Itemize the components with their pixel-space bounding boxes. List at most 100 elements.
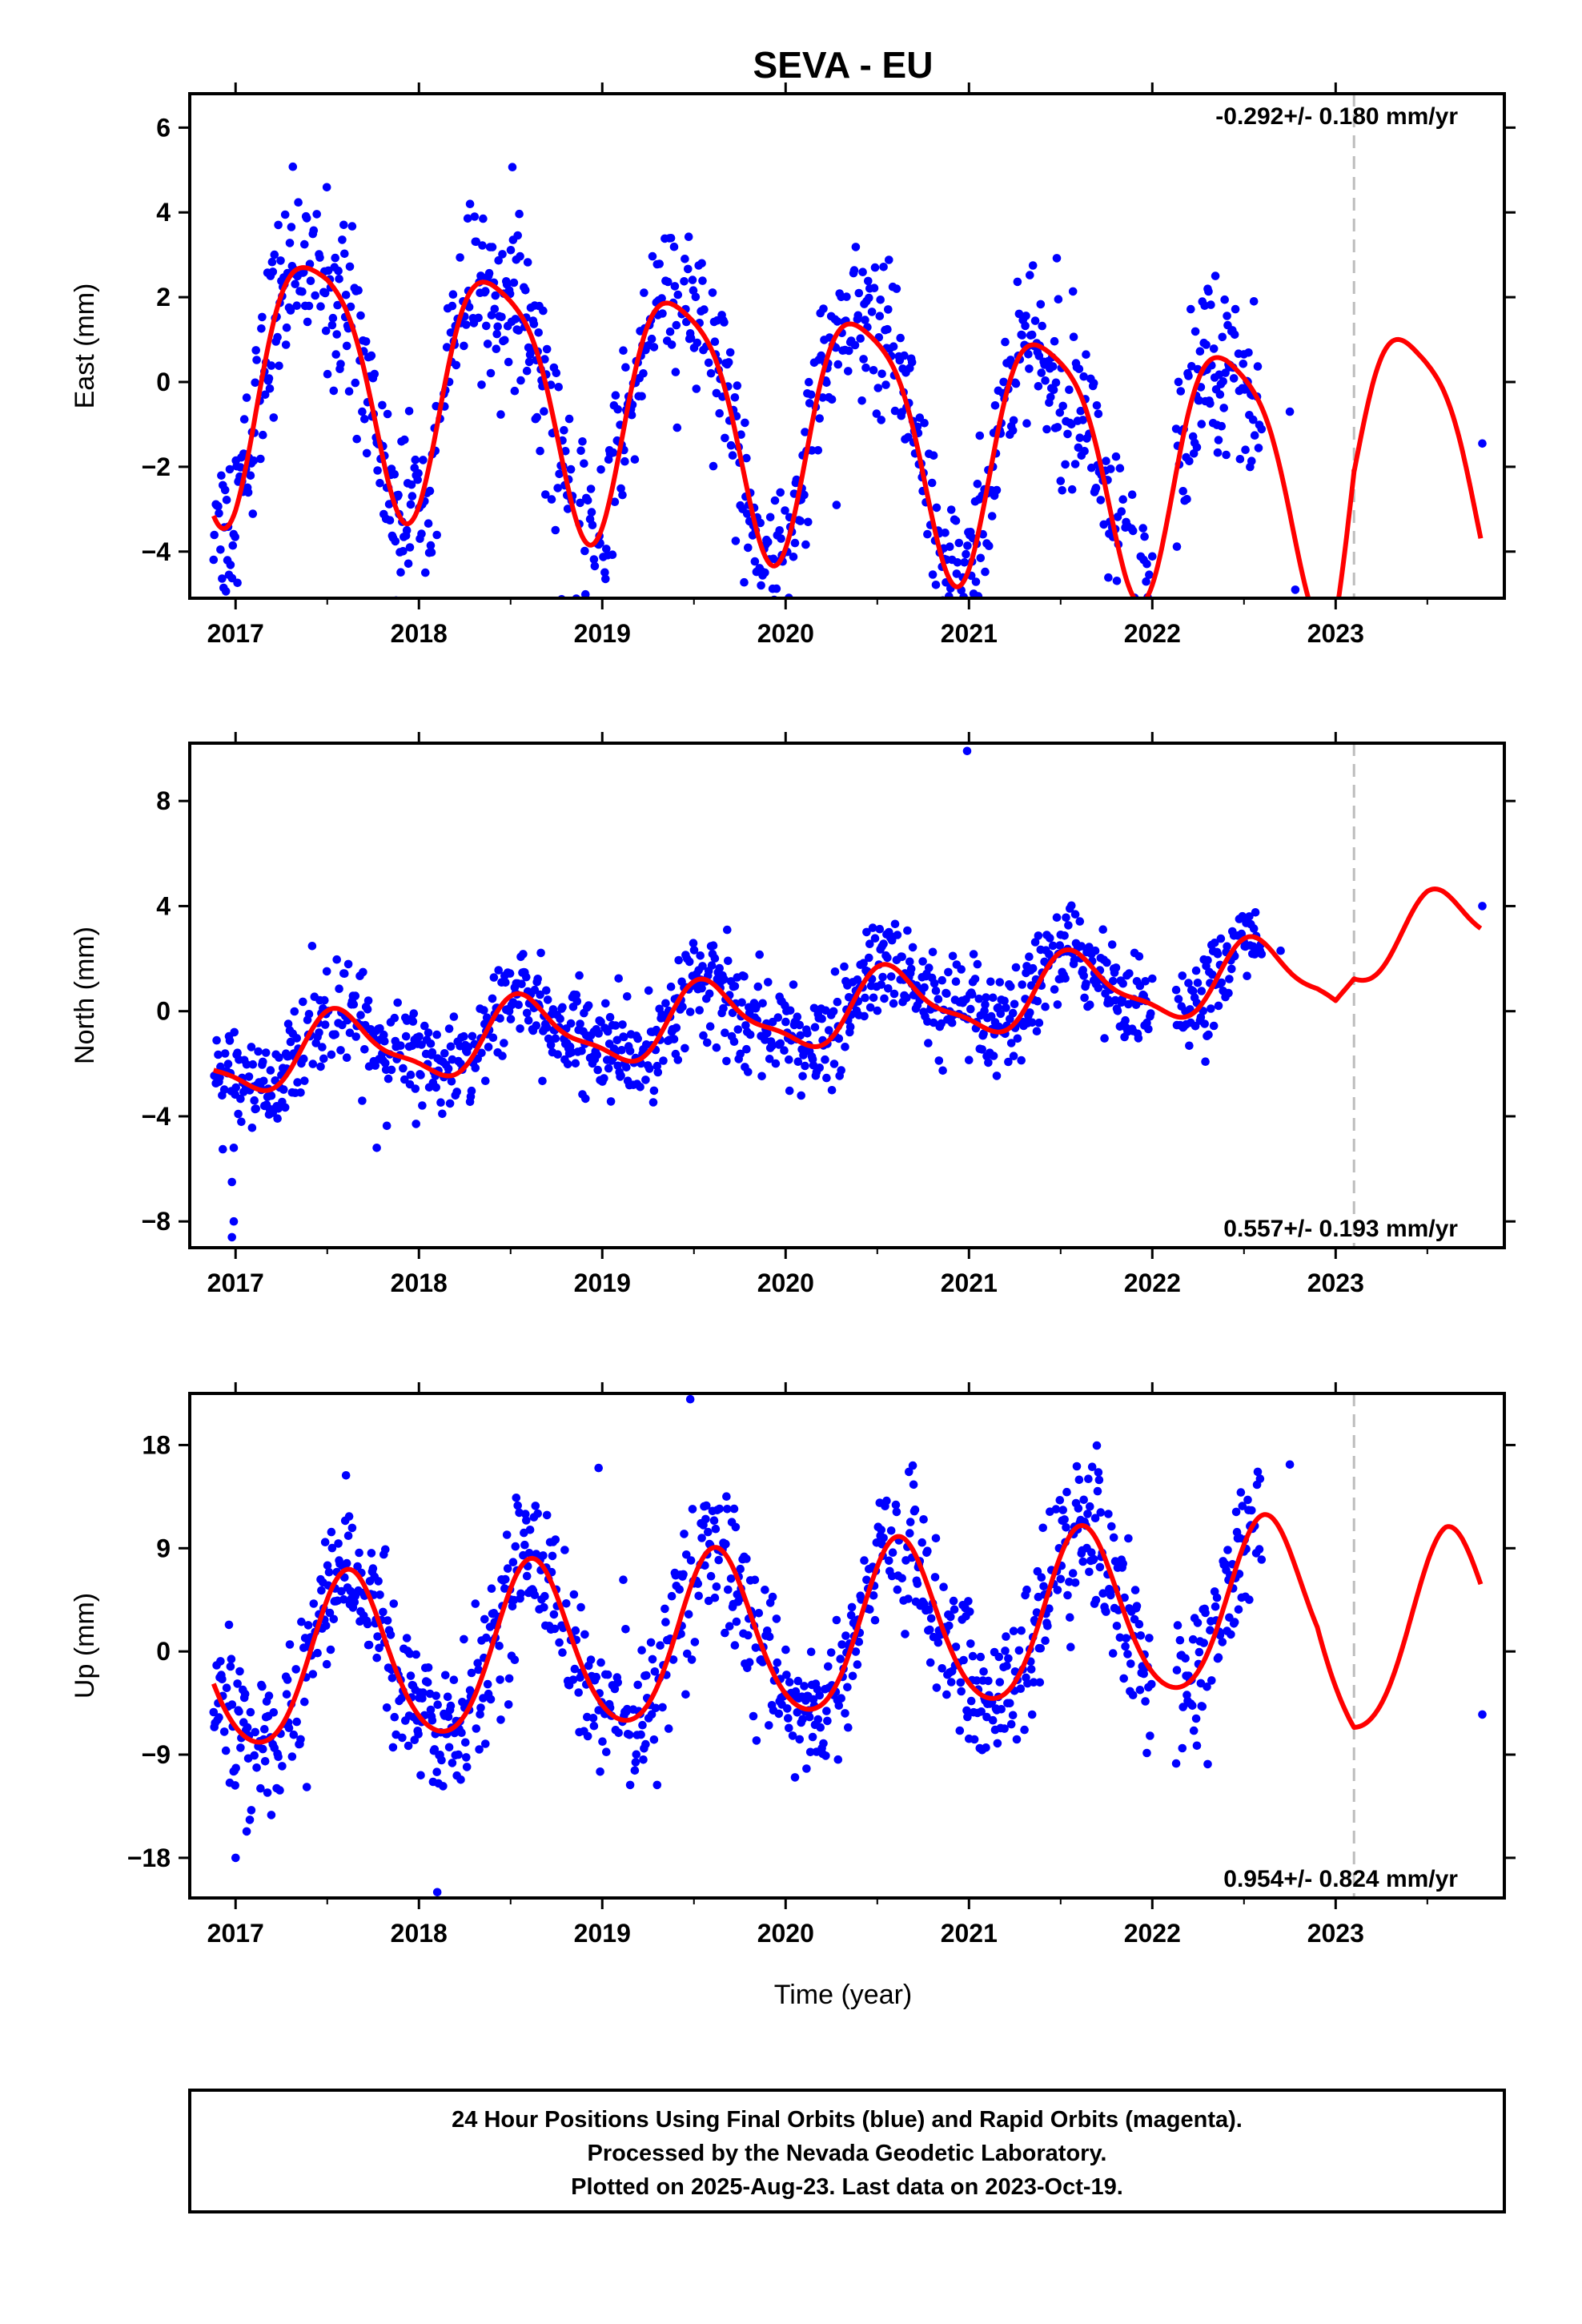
data-point [681, 1690, 690, 1699]
data-point [1025, 364, 1034, 373]
data-point [1209, 344, 1219, 353]
x-tick-label: 2021 [941, 1919, 998, 1948]
data-point [413, 475, 422, 485]
data-point [785, 1055, 793, 1064]
data-point [619, 1575, 628, 1584]
data-point [400, 435, 409, 444]
data-point [209, 555, 219, 565]
data-point [1000, 1724, 1009, 1733]
data-point [988, 993, 998, 1003]
data-point [946, 1678, 956, 1687]
data-point [953, 558, 962, 567]
data-point [511, 1542, 520, 1551]
x-tick-label: 2022 [1124, 1269, 1181, 1297]
data-point [648, 1655, 657, 1664]
data-point [813, 1715, 823, 1724]
data-point [647, 1710, 656, 1719]
data-point [715, 1504, 724, 1514]
data-point [532, 1021, 541, 1030]
data-point [1000, 996, 1009, 1006]
data-point [542, 1023, 552, 1032]
data-point [757, 581, 765, 590]
data-point [1206, 399, 1215, 408]
data-point [637, 1646, 646, 1655]
data-point [962, 549, 970, 559]
data-point [841, 1709, 849, 1718]
data-point [882, 1496, 891, 1506]
data-point [699, 1031, 708, 1040]
data-point [1147, 1679, 1156, 1689]
data-point [966, 1004, 975, 1014]
data-point [1214, 1653, 1223, 1662]
x-tick-label: 2022 [1124, 1919, 1181, 1948]
data-point [332, 955, 342, 964]
data-point [426, 1039, 436, 1048]
data-point [460, 341, 468, 351]
data-point [724, 358, 733, 367]
data-point [665, 327, 675, 336]
data-point [541, 490, 550, 499]
data-point [496, 1675, 504, 1684]
data-point [462, 320, 471, 329]
data-point [437, 1755, 446, 1765]
data-point [1188, 987, 1198, 995]
data-point [938, 1664, 946, 1673]
data-point [1041, 1002, 1050, 1011]
data-point [1028, 261, 1038, 270]
data-point [394, 490, 403, 500]
data-point [592, 1051, 602, 1059]
data-point [993, 1739, 1002, 1748]
data-point [471, 1063, 480, 1072]
data-point [619, 346, 628, 356]
data-point [1121, 1642, 1130, 1651]
data-point [479, 214, 488, 223]
data-point [1212, 1593, 1222, 1602]
data-point [254, 1047, 263, 1056]
data-points [209, 162, 1487, 613]
data-point [656, 1641, 665, 1650]
data-point [244, 1072, 254, 1081]
data-point [230, 1027, 239, 1037]
data-point [743, 509, 752, 518]
data-point [1189, 1726, 1199, 1735]
data-point [1135, 1686, 1145, 1695]
data-point [1027, 1710, 1037, 1719]
data-point [1145, 570, 1154, 579]
data-point [664, 277, 673, 287]
data-point [602, 1747, 611, 1756]
data-point [1054, 295, 1063, 304]
data-point [1140, 532, 1149, 541]
data-point [712, 1582, 721, 1591]
data-point [652, 1061, 662, 1071]
data-point [1215, 390, 1225, 399]
data-point [1255, 1545, 1264, 1554]
footer-line-3: Plotted on 2025-Aug-23. Last data on 202… [571, 2174, 1123, 2200]
data-point [1220, 295, 1229, 304]
data-point [923, 1546, 932, 1555]
data-point [520, 1540, 529, 1550]
data-point [590, 561, 600, 571]
data-point [686, 1556, 696, 1565]
data-point [531, 1502, 540, 1510]
data-point [522, 972, 531, 982]
data-point [877, 1526, 885, 1534]
y-tick-label: −4 [142, 1102, 171, 1131]
data-point [918, 957, 927, 966]
data-point [1146, 1731, 1154, 1740]
data-point [1100, 1034, 1109, 1043]
data-point [273, 1114, 282, 1123]
data-point [627, 410, 636, 420]
data-point [610, 497, 620, 506]
data-point [925, 1605, 934, 1614]
data-point [233, 1048, 242, 1057]
data-point [426, 541, 436, 550]
data-point [371, 1061, 380, 1070]
data-point [697, 259, 706, 268]
data-point [474, 313, 483, 323]
data-point [328, 313, 338, 323]
data-point [1002, 1003, 1010, 1012]
data-point [860, 1011, 869, 1021]
data-point [1132, 604, 1141, 613]
data-point [321, 1621, 331, 1630]
data-point [680, 1530, 689, 1538]
